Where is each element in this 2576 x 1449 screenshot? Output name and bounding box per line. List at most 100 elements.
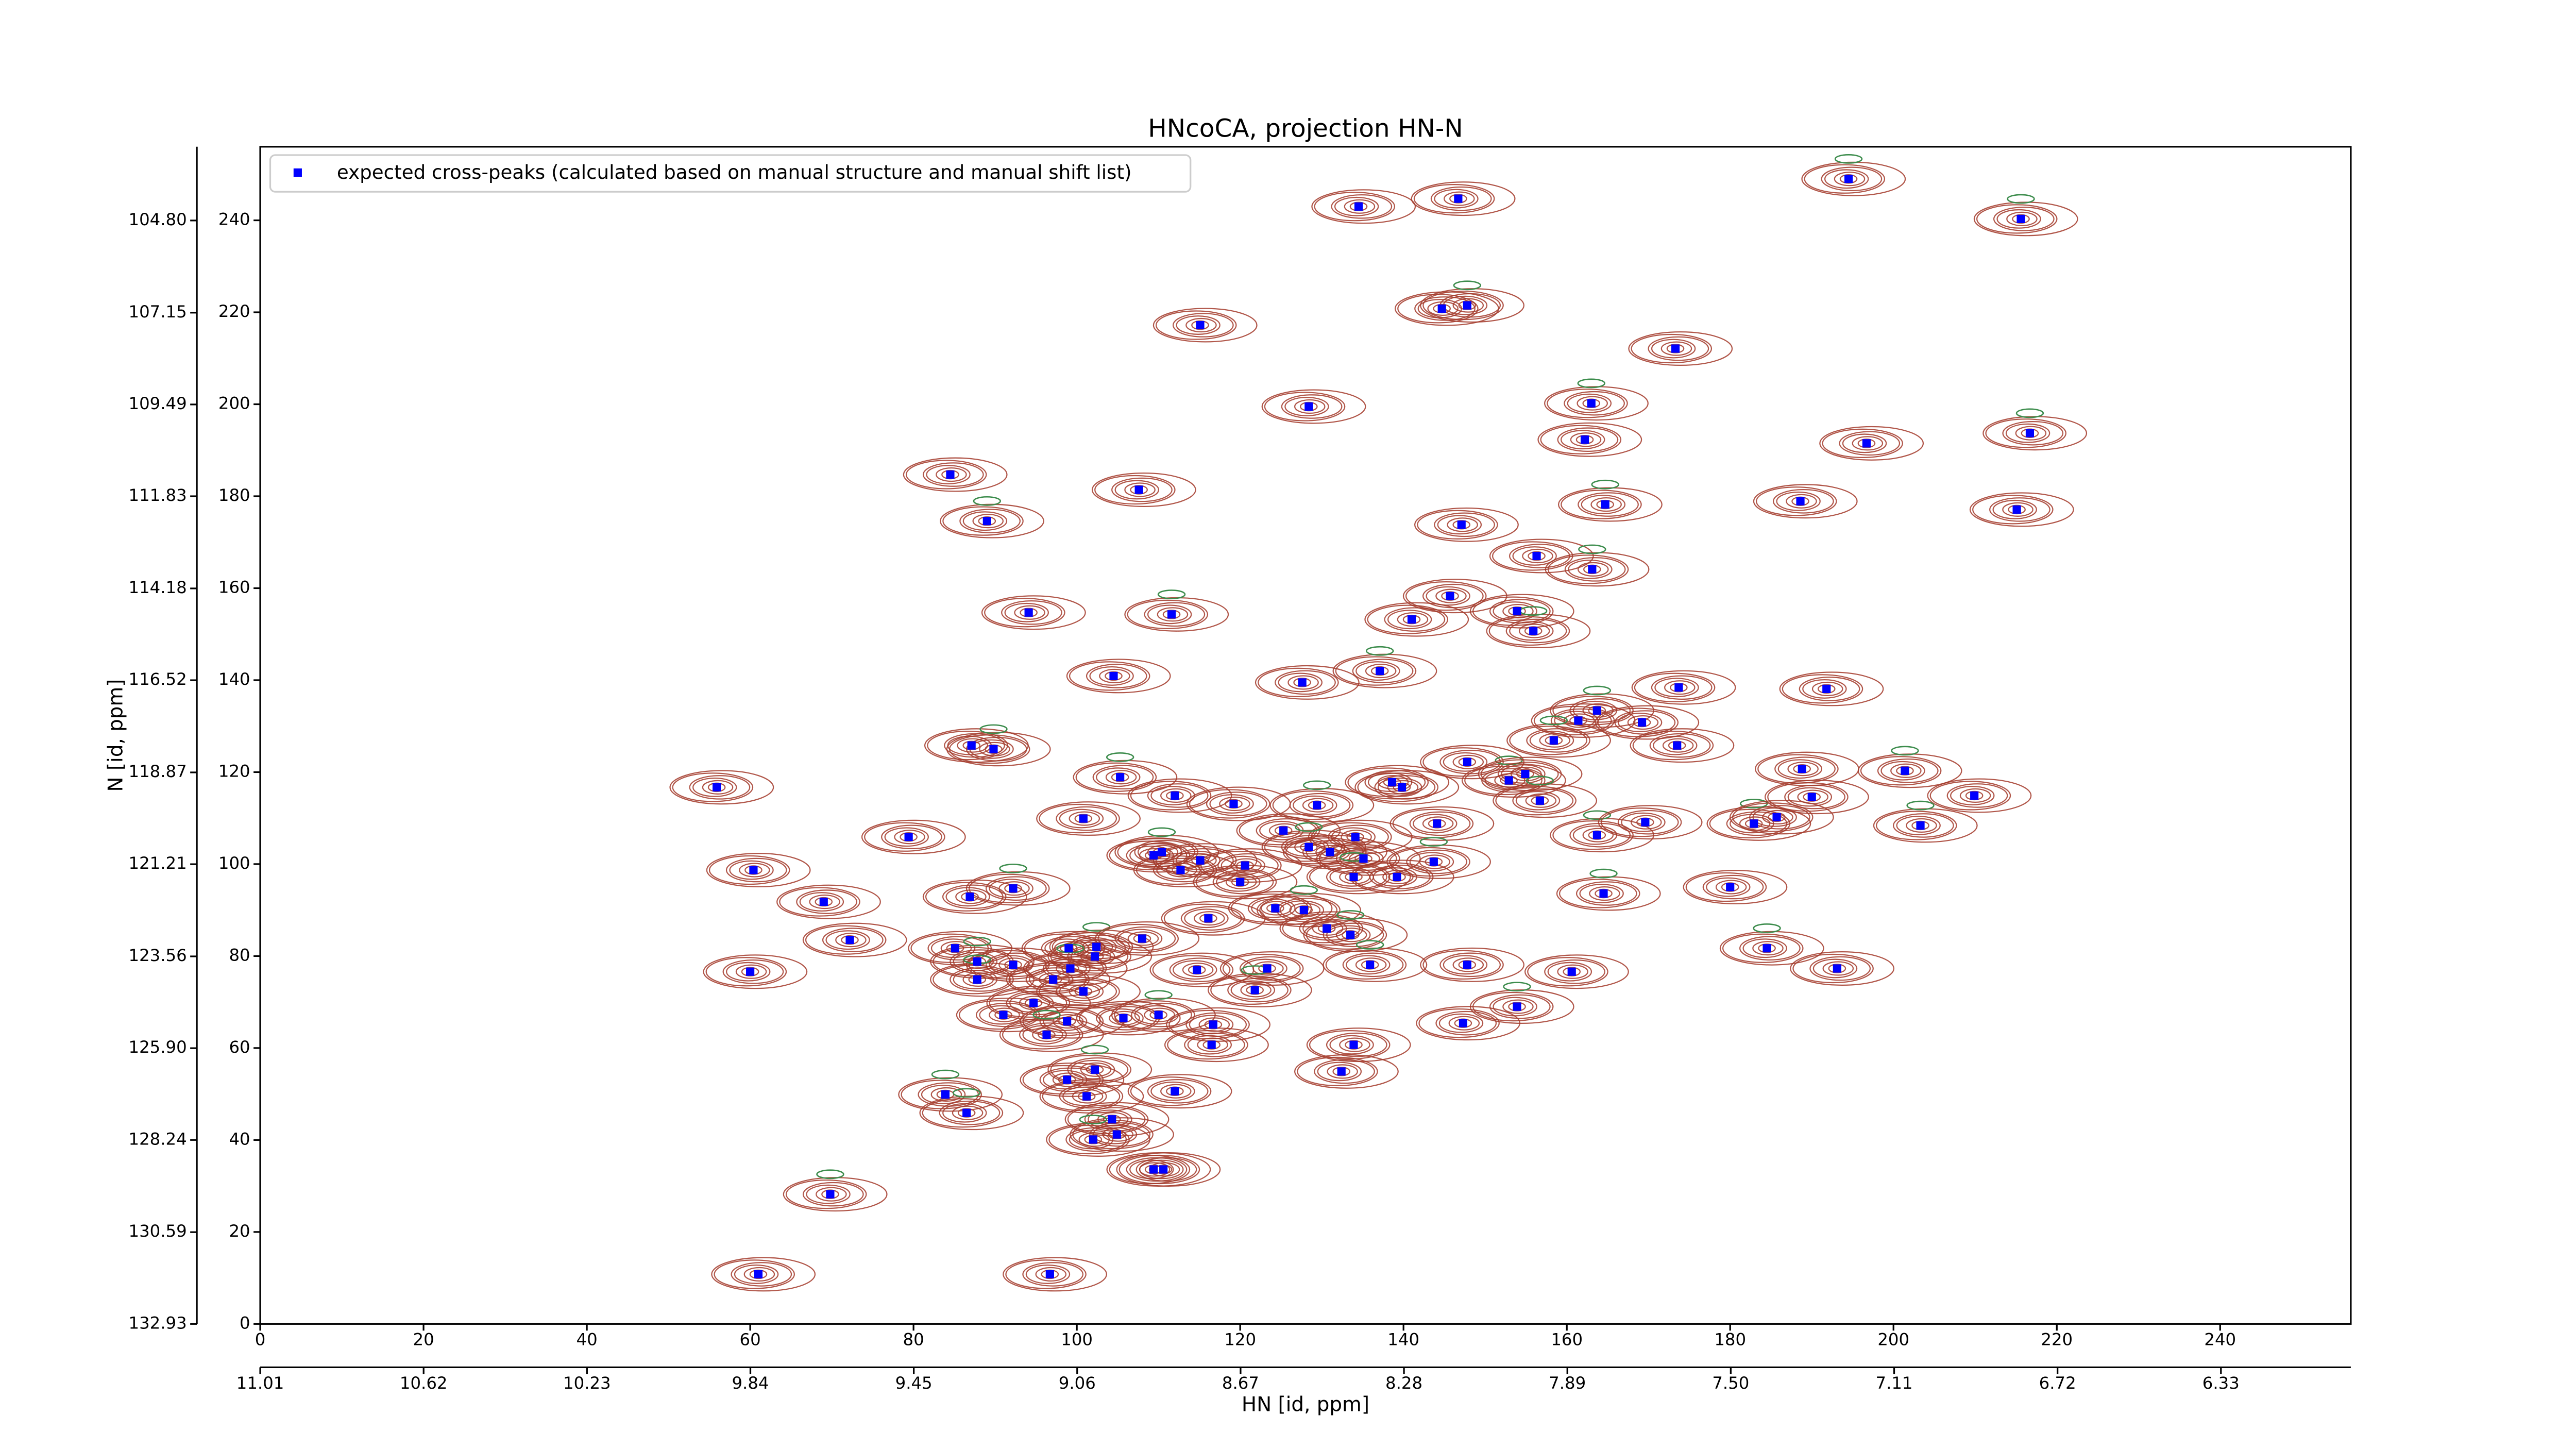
contour [1117, 929, 1163, 949]
contour [714, 1259, 795, 1289]
contour [1059, 982, 1104, 1002]
contour [1413, 183, 1495, 214]
contour [1334, 196, 1379, 216]
x2-tick-label: 8.28 [1385, 1373, 1422, 1393]
y-tick-label: 240 [218, 210, 250, 229]
cross-peak [1079, 814, 1088, 823]
contour [1509, 726, 1590, 755]
cross-peak [1313, 801, 1321, 810]
contour [1448, 1016, 1480, 1031]
contour [1749, 805, 1810, 830]
contour [1072, 1089, 1104, 1104]
negative-contour [1834, 154, 1863, 164]
cross-peak [1376, 667, 1384, 676]
contour [1184, 1032, 1245, 1057]
x2-tick-label: 7.11 [1876, 1373, 1913, 1393]
cross-peak [1149, 1165, 1158, 1174]
contour [1480, 759, 1562, 789]
contour [1896, 816, 1941, 835]
contour [1261, 901, 1292, 916]
contour [1489, 994, 1551, 1019]
cross-peak [1138, 934, 1147, 943]
contour [1547, 389, 1628, 418]
cross-peak [1574, 716, 1583, 725]
contour [864, 822, 945, 852]
contour [1518, 624, 1550, 638]
negative-contour [1079, 1115, 1108, 1125]
x2-tick-label: 10.62 [400, 1373, 448, 1393]
y2-tick-label: 114.18 [129, 578, 187, 597]
cross-peak [1250, 986, 1259, 995]
contour [1557, 427, 1619, 452]
contour [1578, 492, 1639, 517]
contour [1327, 1064, 1358, 1079]
contour [1255, 665, 1360, 700]
contour [1173, 960, 1217, 980]
contour [1564, 713, 1595, 728]
contour [1787, 762, 1819, 777]
contour [986, 985, 1091, 1020]
contour [706, 853, 811, 887]
contour [1189, 789, 1270, 819]
contour [1134, 1005, 1179, 1025]
contour [1357, 772, 1439, 802]
contour [1147, 845, 1179, 860]
negative-contour [1366, 646, 1394, 656]
contour [1809, 956, 1871, 981]
contour [1230, 980, 1276, 1000]
cross-peak [1504, 776, 1513, 785]
contour [1683, 870, 1788, 905]
contour [1316, 841, 1421, 876]
cross-peak [962, 1108, 971, 1117]
cross-peak [754, 1270, 763, 1279]
cross-peak [1109, 671, 1118, 681]
contour [1435, 1010, 1497, 1036]
contour [2005, 423, 2050, 443]
cross-peak [1092, 942, 1101, 951]
negative-contour [1157, 589, 1186, 599]
y2-tick-label: 118.87 [129, 762, 187, 781]
contour [1124, 482, 1156, 497]
cross-peak [1171, 1087, 1179, 1096]
contour [1822, 961, 1854, 976]
negative-contour [952, 1088, 981, 1098]
contour [1852, 436, 1884, 451]
contour [998, 881, 1030, 896]
contour [669, 770, 774, 805]
y-tick-label: 140 [218, 669, 250, 689]
contour [711, 1257, 816, 1292]
contour [1227, 978, 1289, 1003]
negative-contour [1591, 479, 1619, 490]
contour [1078, 1132, 1110, 1147]
contour [1784, 784, 1845, 810]
contour [1042, 1081, 1124, 1111]
contour [1579, 884, 1624, 903]
contour [1501, 764, 1546, 784]
contour [1116, 1152, 1221, 1187]
y2-tick-label: 109.49 [129, 394, 187, 413]
cross-peak [1366, 961, 1375, 969]
contour [1169, 957, 1231, 982]
contour [1417, 510, 1498, 540]
contour [1992, 499, 2037, 519]
contour [1819, 426, 1924, 461]
contour [1160, 788, 1192, 803]
contour [1434, 189, 1479, 209]
contour [950, 967, 1011, 992]
cross-peak [1762, 944, 1771, 953]
contour [1985, 418, 2066, 448]
contour [1628, 331, 1733, 366]
contour [1279, 900, 1325, 920]
contour [1056, 806, 1117, 831]
cross-peak [1009, 961, 1018, 969]
contour [1426, 586, 1470, 606]
contour [1069, 661, 1150, 691]
contour [1764, 780, 1869, 815]
contour [881, 824, 942, 850]
contour [1493, 601, 1537, 621]
cross-peak [1171, 791, 1179, 800]
cross-peak [1521, 769, 1530, 779]
contour [743, 1267, 775, 1282]
negative-contour [1891, 746, 1919, 756]
